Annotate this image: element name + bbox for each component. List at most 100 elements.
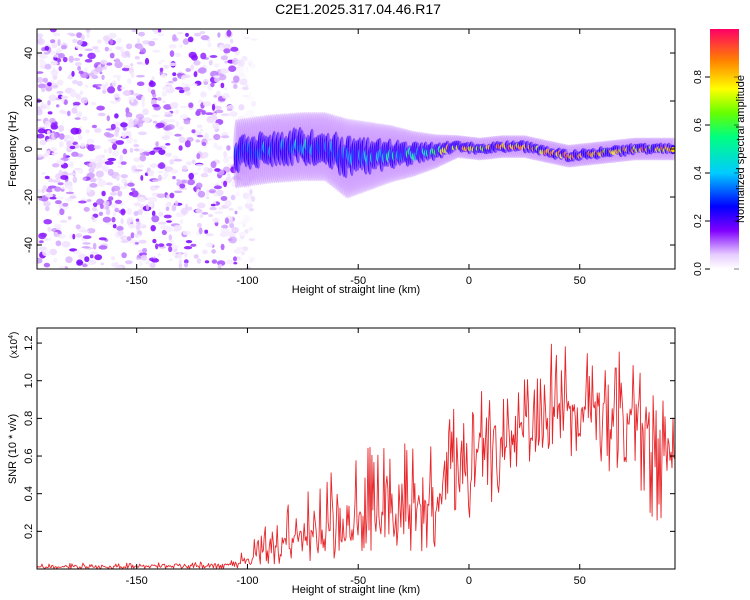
noise-speckle: [51, 188, 55, 192]
noise-speckle: [92, 206, 97, 212]
noise-speckle: [249, 189, 253, 195]
noise-speckle: [187, 36, 194, 43]
noise-speckle: [72, 38, 78, 44]
noise-speckle: [204, 260, 210, 264]
noise-speckle: [178, 187, 188, 190]
noise-speckle: [104, 46, 109, 52]
noise-speckle: [216, 145, 223, 151]
noise-speckle: [47, 100, 51, 106]
snr-ylabel: SNR (10 * v/v): [7, 414, 19, 484]
noise-speckle: [214, 168, 221, 172]
noise-speckle: [197, 222, 202, 228]
noise-speckle: [215, 183, 220, 186]
noise-speckle: [86, 199, 92, 202]
colorbar-ticks: 0.0 0.2 0.4 0.6 0.8: [693, 70, 739, 276]
x-tick-label: -100: [236, 575, 258, 587]
noise-speckle: [59, 208, 65, 216]
noise-speckle: [218, 207, 224, 211]
noise-speckle: [72, 101, 81, 106]
snr-plot-area: [37, 328, 675, 569]
noise-speckle: [132, 93, 140, 96]
noise-speckle: [110, 256, 116, 261]
noise-speckle: [56, 90, 64, 94]
noise-speckle: [245, 66, 249, 73]
noise-speckle: [51, 82, 58, 89]
noise-speckle: [213, 105, 222, 110]
noise-speckle: [168, 44, 177, 49]
noise-speckle: [78, 53, 83, 57]
colorbar: 0.0 0.2 0.4 0.6 0.8 Normalized spectral ampl…: [693, 29, 747, 276]
noise-speckle: [91, 75, 99, 79]
noise-speckle: [169, 159, 175, 165]
noise-speckle: [237, 60, 245, 67]
noise-speckle: [108, 47, 112, 52]
noise-speckle: [156, 122, 165, 128]
noise-speckle: [58, 66, 62, 72]
noise-speckle: [115, 261, 119, 267]
noise-speckle: [99, 71, 103, 75]
noise-speckle: [157, 253, 161, 257]
noise-speckle: [158, 61, 162, 64]
spectrogram-panel: -150 -100 -50 0 50 -40 -20 0 20 40 Height of stra…: [7, 28, 676, 296]
noise-speckle: [37, 128, 46, 134]
noise-speckle: [94, 49, 101, 53]
noise-speckle: [226, 108, 233, 112]
noise-speckle: [195, 182, 203, 189]
noise-speckle: [190, 64, 195, 71]
noise-speckle: [57, 39, 61, 47]
noise-speckle: [228, 236, 237, 244]
noise-speckle: [102, 35, 110, 42]
noise-speckle: [85, 129, 90, 134]
noise-speckle: [145, 152, 150, 156]
noise-speckle: [109, 52, 115, 59]
noise-speckle: [91, 124, 97, 129]
noise-speckle: [151, 258, 160, 263]
noise-speckle: [195, 164, 204, 167]
noise-speckle: [236, 68, 245, 73]
x-tick-label: -100: [236, 275, 258, 287]
noise-speckle: [242, 259, 248, 266]
noise-speckle: [37, 71, 44, 74]
noise-speckle: [95, 155, 104, 162]
noise-speckle: [81, 229, 90, 233]
noise-speckle: [38, 232, 47, 240]
noise-speckle: [110, 192, 118, 196]
noise-speckle: [102, 89, 107, 94]
noise-speckle: [174, 52, 182, 58]
noise-speckle: [79, 90, 84, 96]
noise-speckle: [165, 202, 171, 207]
figure-title: C2E1.2025.317.04.46.R17: [275, 1, 441, 17]
noise-speckle: [76, 32, 83, 38]
noise-speckle: [224, 217, 229, 224]
noise-speckle: [149, 262, 156, 268]
noise-speckle: [226, 145, 231, 151]
noise-speckle: [161, 90, 167, 97]
noise-speckle: [69, 195, 77, 199]
noise-speckle: [114, 126, 120, 133]
noise-speckle: [37, 118, 42, 122]
noise-speckle: [129, 147, 134, 153]
noise-speckle: [72, 105, 80, 108]
colorbar-label: Normalized spectral amplitude: [735, 75, 747, 223]
noise-speckle: [228, 65, 237, 72]
noise-speckle: [37, 77, 44, 83]
noise-speckle: [228, 207, 235, 211]
noise-speckle: [54, 132, 58, 138]
noise-speckle: [200, 52, 207, 60]
noise-speckle: [208, 188, 216, 194]
noise-speckle: [162, 85, 170, 91]
noise-speckle: [187, 179, 195, 186]
noise-speckle: [176, 73, 183, 76]
noise-speckle: [130, 63, 134, 67]
noise-speckle: [205, 189, 210, 196]
noise-speckle: [205, 196, 210, 200]
noise-speckle: [56, 47, 64, 53]
noise-speckle: [126, 208, 133, 215]
noise-speckle: [157, 162, 166, 169]
noise-speckle: [71, 151, 79, 157]
noise-speckle: [101, 204, 110, 210]
noise-speckle: [138, 31, 146, 37]
noise-speckle: [168, 234, 172, 241]
colorbar-tick-label: 0.4: [693, 166, 704, 180]
noise-speckle: [150, 99, 157, 106]
